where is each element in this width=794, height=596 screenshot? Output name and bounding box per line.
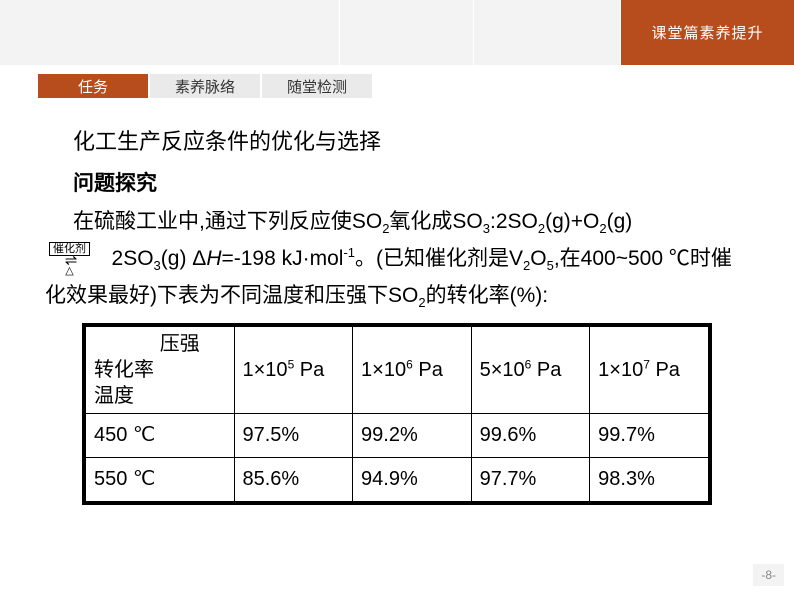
equilibrium-arrows-icon: ⇌	[49, 256, 90, 265]
header-spacer-3	[474, 0, 621, 65]
diag-rate-label: 转化率	[94, 357, 226, 383]
text-segment: (g) Δ	[161, 247, 207, 270]
table-row-header: 450 ℃	[84, 414, 234, 458]
text-segment: 的转化率(%):	[426, 284, 549, 307]
table-cell: 85.6%	[234, 458, 353, 504]
reaction-arrow-icon: 催化剂 ⇌ △	[49, 242, 90, 277]
text-segment: :2SO	[490, 210, 538, 233]
page-number: -8-	[753, 564, 784, 586]
table-col-header: 1×105 Pa	[234, 325, 353, 414]
table-row: 550 ℃ 85.6% 94.9% 97.7% 98.3%	[84, 458, 710, 504]
table-cell: 94.9%	[353, 458, 472, 504]
header-badge: 课堂篇素养提升	[621, 0, 794, 65]
body-text: 在硫酸工业中,通过下列反应使SO2氧化成SO3:2SO2(g)+O2(g) 催化…	[45, 204, 749, 315]
text-segment: O	[530, 247, 546, 270]
table-col-header: 1×106 Pa	[353, 325, 472, 414]
header-spacer-1	[0, 0, 340, 65]
delta-symbol: △	[49, 265, 90, 277]
text-segment: (g)+O	[545, 210, 599, 233]
text-segment: 氧化成SO	[389, 210, 482, 233]
table-diagonal-header: 压强 转化率 温度	[84, 325, 234, 414]
table-header-row: 压强 转化率 温度 1×105 Pa 1×106 Pa 5×106 Pa 1×1…	[84, 325, 710, 414]
table-cell: 98.3%	[590, 458, 710, 504]
table-col-header: 5×106 Pa	[471, 325, 590, 414]
text-segment: 2SO	[112, 247, 154, 270]
section-title: 化工生产反应条件的优化与选择	[45, 123, 749, 162]
tab-literacy[interactable]: 素养脉络	[150, 74, 262, 98]
text-segment: =-198 kJ·mol	[221, 247, 343, 270]
diag-pressure-label: 压强	[94, 331, 226, 357]
table-cell: 99.2%	[353, 414, 472, 458]
header-spacer-2	[340, 0, 474, 65]
text-segment: (g)	[607, 210, 633, 233]
top-header: 课堂篇素养提升	[0, 0, 794, 65]
text-segment: 在硫酸工业中,通过下列反应使SO	[73, 210, 382, 233]
tab-test[interactable]: 随堂检测	[262, 74, 374, 98]
tabs-container: 任务 素养脉络 随堂检测	[38, 74, 794, 98]
tab-task[interactable]: 任务	[38, 74, 150, 98]
table-cell: 97.7%	[471, 458, 590, 504]
table-row-header: 550 ℃	[84, 458, 234, 504]
diag-temp-label: 温度	[94, 383, 226, 409]
table-row: 450 ℃ 97.5% 99.2% 99.6% 99.7%	[84, 414, 710, 458]
table-col-header: 1×107 Pa	[590, 325, 710, 414]
italic-h: H	[206, 247, 221, 270]
content-area: 化工生产反应条件的优化与选择 问题探究 在硫酸工业中,通过下列反应使SO2氧化成…	[0, 98, 794, 505]
table-cell: 97.5%	[234, 414, 353, 458]
section-subtitle: 问题探究	[45, 166, 749, 203]
text-segment: 。(已知催化剂是V	[355, 247, 523, 270]
table-cell: 99.6%	[471, 414, 590, 458]
table-cell: 99.7%	[590, 414, 710, 458]
conversion-rate-table: 压强 转化率 温度 1×105 Pa 1×106 Pa 5×106 Pa 1×1…	[82, 323, 712, 505]
